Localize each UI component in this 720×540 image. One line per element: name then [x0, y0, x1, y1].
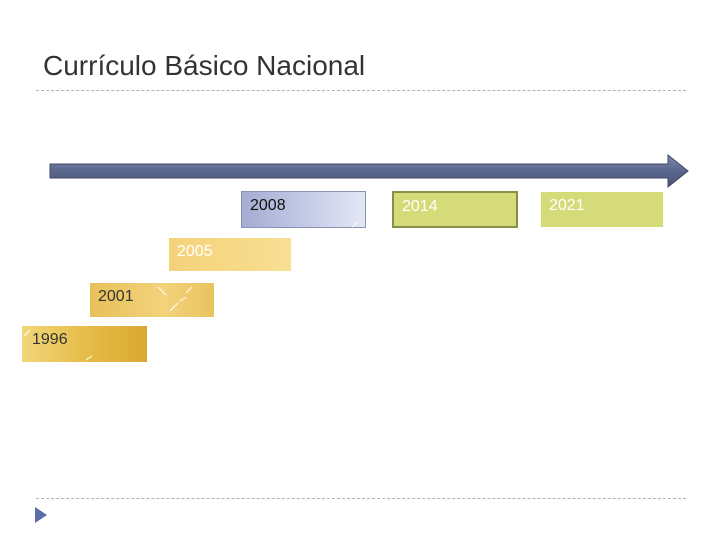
triangle-bullet-icon	[35, 507, 47, 523]
year-label-2001: 2001	[98, 288, 134, 305]
title-divider	[36, 90, 686, 91]
year-box-1996: 1996	[22, 326, 147, 362]
timeline-arrow	[49, 153, 689, 189]
year-box-2014: 2014	[392, 191, 518, 228]
year-label-2021: 2021	[549, 197, 585, 214]
page-title: Currículo Básico Nacional	[43, 50, 366, 81]
year-label-2008: 2008	[250, 197, 286, 214]
year-box-2001: 2001	[90, 283, 214, 317]
year-box-2008: 2008	[241, 191, 366, 228]
year-label-2014: 2014	[402, 198, 438, 215]
year-label-1996: 1996	[32, 331, 68, 348]
year-box-2005: 2005	[169, 238, 291, 271]
footer-divider	[36, 498, 686, 499]
year-box-2021: 2021	[541, 192, 663, 227]
year-label-2005: 2005	[177, 243, 213, 260]
